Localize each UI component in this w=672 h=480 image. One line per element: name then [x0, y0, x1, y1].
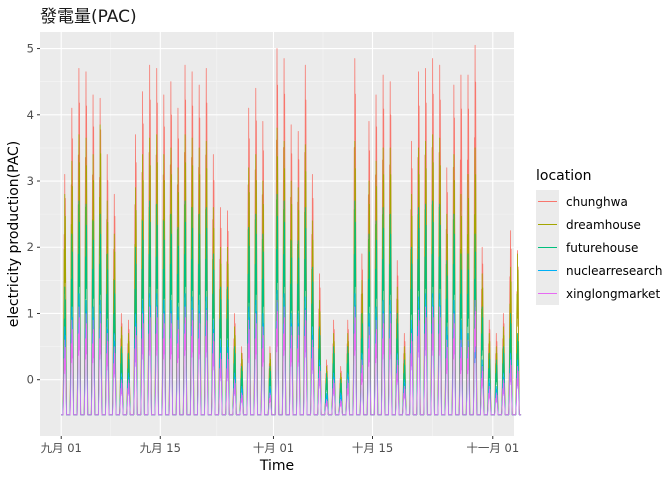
series-layer [61, 44, 522, 416]
y-tick-label: 0 [27, 373, 34, 387]
x-tick-label: 九月 15 [140, 441, 181, 455]
chart-title: 發電量(PAC) [40, 7, 137, 27]
x-axis: 九月 01 九月 15 十月 01 十月 15 十一月 01 [41, 436, 519, 455]
y-tick-label: 2 [27, 240, 34, 254]
legend-title: location [536, 168, 592, 184]
y-tick-label: 5 [27, 42, 34, 56]
y-tick-label: 3 [27, 174, 34, 188]
x-tick-label: 十月 15 [352, 441, 393, 455]
legend: location chunghwa dreamhouse futurehouse nu… [536, 168, 663, 305]
x-axis-title: Time [259, 458, 294, 474]
y-axis: 0 1 2 3 4 5 [27, 42, 40, 387]
legend-label: futurehouse [566, 241, 638, 255]
x-tick-label: 九月 01 [41, 441, 82, 455]
x-tick-label: 十月 01 [253, 441, 294, 455]
y-axis-title: electricity production(PAC) [6, 141, 22, 328]
legend-label: nuclearresearch [566, 264, 663, 278]
y-tick-label: 4 [27, 108, 34, 122]
legend-label: chunghwa [566, 195, 628, 209]
legend-label: xinglongmarket [566, 287, 660, 301]
x-tick-label: 十一月 01 [466, 441, 519, 455]
series-line-xinglongmarket [61, 299, 522, 416]
y-tick-label: 1 [27, 306, 34, 320]
legend-label: dreamhouse [566, 218, 641, 232]
